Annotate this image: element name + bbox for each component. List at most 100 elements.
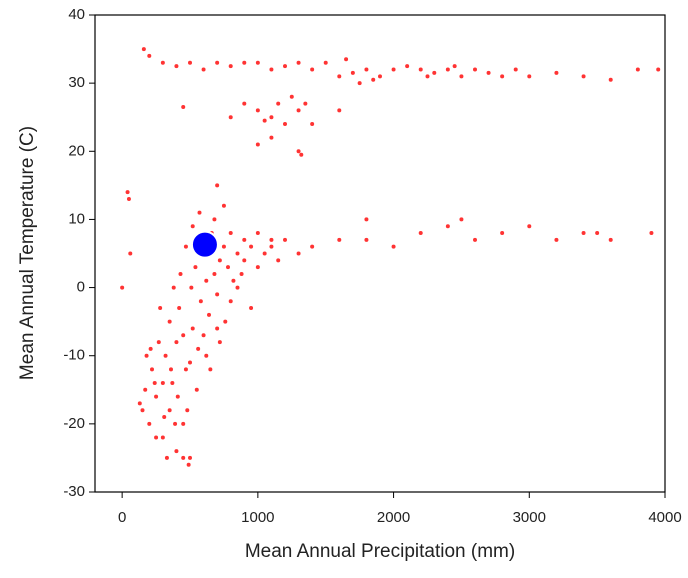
point <box>554 70 559 75</box>
point <box>242 237 247 242</box>
point <box>231 278 236 283</box>
point <box>173 421 178 426</box>
point <box>255 265 260 270</box>
point <box>170 380 175 385</box>
point <box>364 67 369 72</box>
point <box>303 101 308 106</box>
point <box>432 70 437 75</box>
point <box>371 77 376 82</box>
point <box>148 346 153 351</box>
y-tick-label: 10 <box>68 210 85 227</box>
plot-frame <box>94 14 666 493</box>
point <box>160 380 165 385</box>
point <box>289 94 294 99</box>
point <box>296 149 301 154</box>
point <box>445 67 450 72</box>
point <box>140 408 145 413</box>
point <box>283 122 287 127</box>
point <box>215 326 220 331</box>
point <box>183 367 188 372</box>
point <box>269 237 274 242</box>
point <box>215 60 220 65</box>
point <box>486 70 491 75</box>
point <box>649 231 654 236</box>
point <box>310 122 315 127</box>
point <box>337 237 342 242</box>
point <box>120 285 125 290</box>
point <box>239 271 244 276</box>
point <box>425 74 430 79</box>
point <box>208 367 213 372</box>
point <box>405 64 410 69</box>
point <box>215 183 220 188</box>
point <box>162 415 167 420</box>
point <box>459 217 464 222</box>
point <box>364 237 369 242</box>
point <box>269 115 274 120</box>
point <box>175 394 180 399</box>
x-tick-label: 1000 <box>241 509 274 526</box>
point <box>635 67 640 72</box>
point <box>255 231 260 236</box>
point <box>128 251 133 256</box>
point <box>215 292 220 297</box>
y-axis-title: Mean Annual Temperature (C) <box>17 126 38 380</box>
point <box>296 108 301 113</box>
point <box>310 244 315 249</box>
point <box>167 319 172 324</box>
point <box>226 265 230 270</box>
point <box>137 401 142 406</box>
point <box>378 74 382 79</box>
point <box>152 380 157 385</box>
point <box>228 231 233 236</box>
point <box>391 67 396 72</box>
point <box>527 224 532 229</box>
point <box>554 237 559 242</box>
point <box>310 67 315 72</box>
point <box>189 285 194 290</box>
point <box>156 340 161 345</box>
point <box>500 231 505 236</box>
point <box>188 360 192 365</box>
point <box>242 258 247 263</box>
y-tick-label: 40 <box>68 6 85 23</box>
point <box>212 217 217 222</box>
point <box>262 251 267 256</box>
point <box>181 421 186 426</box>
point <box>158 306 163 311</box>
point <box>197 210 202 215</box>
point <box>178 271 183 276</box>
point <box>296 251 301 256</box>
point <box>269 67 274 72</box>
y-tick-label: 30 <box>68 74 85 91</box>
point <box>163 353 168 358</box>
point <box>418 231 423 236</box>
x-tick-label: 2000 <box>377 509 410 526</box>
point <box>296 60 301 65</box>
point <box>249 244 254 249</box>
y-tick-label: -20 <box>63 415 85 432</box>
point <box>196 346 201 351</box>
point <box>167 408 172 413</box>
point <box>177 306 182 311</box>
point <box>364 217 369 222</box>
point <box>228 64 233 69</box>
point <box>337 108 342 113</box>
point <box>418 67 423 72</box>
point <box>249 306 254 311</box>
point <box>185 408 190 413</box>
point <box>500 74 505 79</box>
highlight-point <box>190 230 219 259</box>
point <box>171 285 176 290</box>
point <box>581 74 586 79</box>
point <box>169 367 173 372</box>
point <box>656 67 661 72</box>
point <box>223 319 228 324</box>
point <box>269 244 274 249</box>
point <box>212 271 217 276</box>
y-tick-label: 0 <box>77 279 85 296</box>
point <box>204 353 209 358</box>
point <box>608 77 613 82</box>
point <box>194 387 199 392</box>
